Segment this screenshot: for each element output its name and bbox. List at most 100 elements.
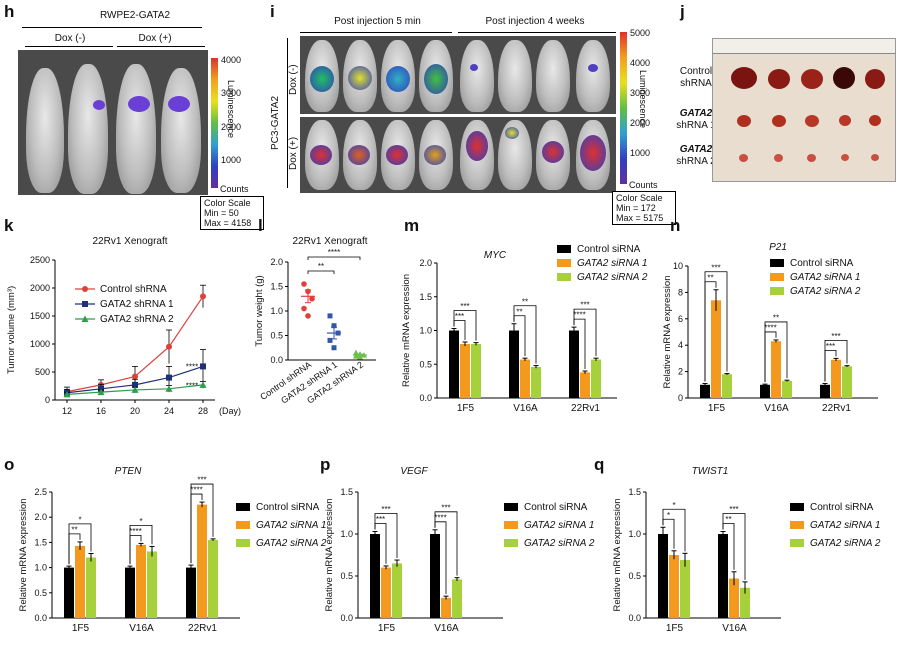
y-tick-label: 1.5 <box>628 487 641 497</box>
chart-title: VEGF <box>400 466 428 477</box>
y-tick-label: 0.5 <box>340 571 353 581</box>
panel-h-group-dox-minus: Dox (-) <box>54 33 86 44</box>
significance-label: *** <box>460 302 469 311</box>
panel-h-cb-tick-4000: 4000 <box>221 55 242 65</box>
y-tick-label: 2.0 <box>419 258 432 268</box>
panel-j-row-3-line2: shRNA 2 <box>676 156 716 167</box>
legend-swatch <box>557 273 571 281</box>
x-tick-label: 24 <box>164 406 174 416</box>
significance-label: **** <box>434 513 446 522</box>
y-tick-label: 1.0 <box>419 326 432 336</box>
significance-bracket <box>824 340 848 382</box>
significance-bracket <box>307 270 335 274</box>
significance-label: *** <box>711 263 720 272</box>
panel-h-scale-box: Color Scale Min = 50 Max = 4158 <box>200 196 264 230</box>
bar <box>509 330 519 398</box>
bar <box>460 344 470 398</box>
panel-h-group-line-1 <box>25 46 113 47</box>
panel-j-row-1: Control shRNA <box>670 66 722 90</box>
x-tick-label: V16A <box>764 403 789 414</box>
bar <box>760 384 770 398</box>
bar <box>580 372 590 398</box>
panel-i-scale-line-2: Min = 172 <box>616 203 656 213</box>
legend-swatch <box>504 521 518 529</box>
y-tick-label: 6 <box>678 314 683 324</box>
y-tick-label: 1000 <box>30 339 50 349</box>
chart-l: 22Rv1 Xenograft Tumor weight (g) 0.0 0.5 1.0… <box>254 236 376 406</box>
bar <box>186 567 196 618</box>
bar <box>782 380 792 398</box>
x-tick-label: V16A <box>722 623 747 634</box>
legend-label: GATA2 siRNA 1 <box>577 258 647 269</box>
y-tick-label: 1.0 <box>628 529 641 539</box>
panel-i-row-dox-plus: Dox (+) <box>288 136 299 170</box>
data-point <box>331 345 337 351</box>
significance-bracket <box>662 508 686 552</box>
panel-i-cb-label: Luminescence <box>638 70 648 129</box>
panel-i-cb-counts: Counts <box>629 180 658 190</box>
bar <box>381 567 391 618</box>
data-point <box>327 313 333 319</box>
panel-i-image-bottom <box>300 117 616 193</box>
significance-label: *** <box>197 476 206 485</box>
y-tick-label: 2.0 <box>34 512 47 522</box>
significance-label: *** <box>455 312 464 321</box>
bar <box>711 300 721 398</box>
chart-title: P21 <box>769 242 787 253</box>
data-point <box>199 381 207 388</box>
y-tick-label: 2.0 <box>270 257 283 267</box>
significance-label: ** <box>522 297 528 306</box>
data-point <box>166 343 172 350</box>
chart-title: 22Rv1 Xenograft <box>292 236 367 247</box>
panel-j-photo <box>712 38 896 182</box>
significance-label: **** <box>186 381 198 390</box>
y-tick-label: 1500 <box>30 311 50 321</box>
bar <box>569 330 579 398</box>
panel-i-scale-line-3: Max = 5175 <box>616 213 664 223</box>
x-axis-label: (Day) <box>219 406 241 416</box>
significance-bracket <box>68 523 92 565</box>
panel-i-header-line-1 <box>300 32 452 33</box>
bar <box>740 587 750 618</box>
panel-h-cb-tick-2000: 2000 <box>221 122 242 132</box>
data-point <box>63 390 71 398</box>
legend-label: Control siRNA <box>256 502 320 513</box>
significance-bracket <box>434 511 458 576</box>
y-tick-label: 1.5 <box>34 537 47 547</box>
chart-title: MYC <box>484 250 507 261</box>
panel-h-group-dox-plus: Dox (+) <box>138 33 172 44</box>
significance-label: *** <box>441 503 450 512</box>
y-tick-label: 4 <box>678 340 683 350</box>
x-tick-label: 22Rv1 <box>188 623 217 634</box>
significance-label: * <box>139 517 142 526</box>
x-tick-label: 22Rv1 <box>822 403 851 414</box>
panel-letter-h: h <box>4 2 15 21</box>
data-point <box>357 354 363 360</box>
significance-label: *** <box>729 505 738 514</box>
significance-label: **** <box>186 362 198 371</box>
panel-letter-n: n <box>670 216 681 235</box>
legend-swatch <box>557 259 571 267</box>
legend-label: GATA2 siRNA 2 <box>524 538 595 549</box>
legend-label: GATA2 shRNA 2 <box>100 314 174 325</box>
bar <box>471 344 481 398</box>
panel-i-header-line-2 <box>458 32 616 33</box>
legend-label: Control siRNA <box>810 502 874 513</box>
significance-label: ** <box>725 515 731 524</box>
panel-i-cb-tick-4000: 4000 <box>630 58 651 68</box>
data-point <box>200 293 206 300</box>
chart-o: PTEN Relative mRNA expression 0.0 0.5 1.0 1.5… <box>18 466 327 634</box>
x-tick-label: 16 <box>96 406 106 416</box>
y-tick-label: 0 <box>45 395 50 405</box>
chart-title: TWIST1 <box>692 466 729 477</box>
data-point <box>131 386 139 393</box>
x-tick-label: 1F5 <box>72 623 90 634</box>
y-tick-label: 0.5 <box>419 359 432 369</box>
bar <box>729 578 739 618</box>
bar <box>520 359 530 398</box>
y-axis-label: Tumor weight (g) <box>254 275 265 346</box>
bar <box>531 366 541 398</box>
significance-label: **** <box>328 248 340 257</box>
significance-label: *** <box>831 332 840 341</box>
legend-swatch <box>790 503 804 511</box>
